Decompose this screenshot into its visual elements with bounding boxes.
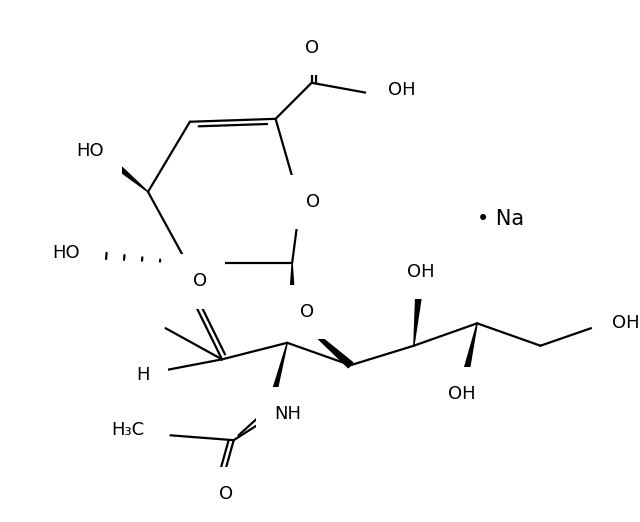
Text: • Na: • Na bbox=[477, 209, 524, 229]
Text: OH: OH bbox=[612, 314, 639, 333]
Text: H: H bbox=[136, 366, 150, 384]
Text: OH: OH bbox=[388, 80, 415, 99]
Text: OH: OH bbox=[448, 385, 476, 404]
Text: O: O bbox=[307, 193, 321, 210]
Polygon shape bbox=[105, 155, 148, 192]
Text: NH: NH bbox=[274, 405, 301, 423]
Polygon shape bbox=[463, 323, 477, 375]
Polygon shape bbox=[414, 294, 422, 346]
Text: O: O bbox=[305, 39, 319, 57]
Text: O: O bbox=[193, 272, 207, 290]
Polygon shape bbox=[292, 314, 353, 367]
Text: HO: HO bbox=[52, 244, 80, 262]
Polygon shape bbox=[289, 263, 296, 314]
Text: O: O bbox=[219, 485, 233, 503]
Text: HO: HO bbox=[77, 142, 104, 160]
Text: OH: OH bbox=[407, 263, 435, 281]
Polygon shape bbox=[268, 343, 287, 407]
Text: H₃C: H₃C bbox=[111, 421, 144, 440]
Text: O: O bbox=[300, 303, 314, 321]
